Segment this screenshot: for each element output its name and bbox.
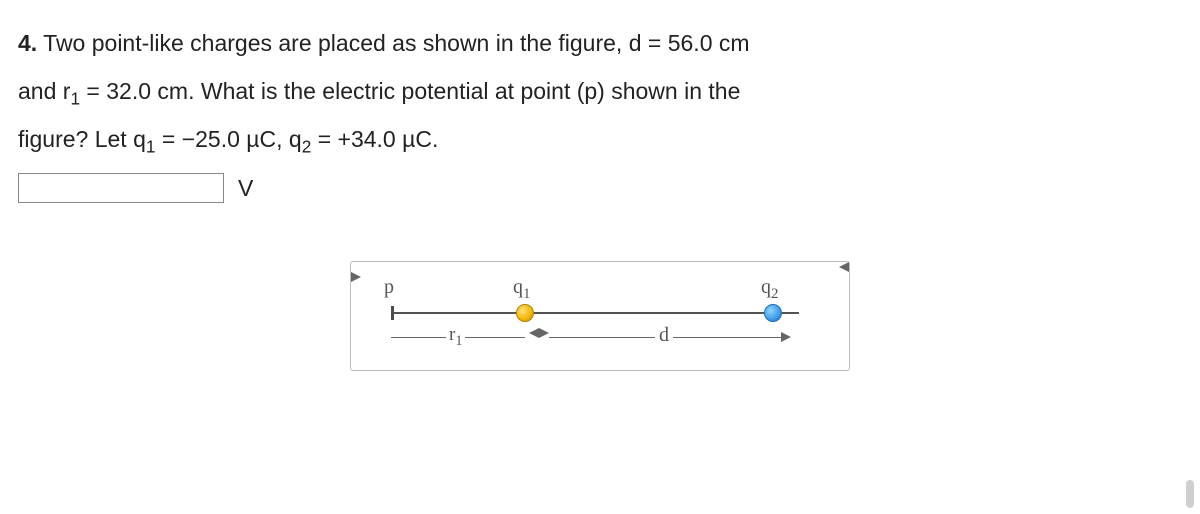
axis-line <box>391 312 799 314</box>
d-label: d <box>655 324 673 347</box>
unit-label: V <box>238 175 253 202</box>
figure-wrap: p q1 q2 r1 d <box>18 261 1182 371</box>
boundary-arrow-left-icon <box>529 328 539 338</box>
answer-input[interactable] <box>18 173 224 203</box>
problem-text: 4. Two point-like charges are placed as … <box>18 20 1182 163</box>
problem-number: 4. <box>18 30 37 56</box>
point-p-label: p <box>384 276 394 299</box>
answer-row: V <box>18 173 1182 203</box>
q1-label: q1 <box>513 276 531 299</box>
r1-label: r1 <box>446 324 465 346</box>
scrollbar[interactable] <box>1186 480 1194 508</box>
d-arrow-right-icon <box>781 332 791 342</box>
point-p-tick <box>391 306 394 320</box>
r1-arrow-left-icon <box>351 262 849 272</box>
charge-q1 <box>516 304 534 322</box>
charge-q2 <box>764 304 782 322</box>
q2-label: q2 <box>761 276 779 299</box>
boundary-arrow-right-icon <box>539 328 549 338</box>
figure-box: p q1 q2 r1 d <box>350 261 850 371</box>
